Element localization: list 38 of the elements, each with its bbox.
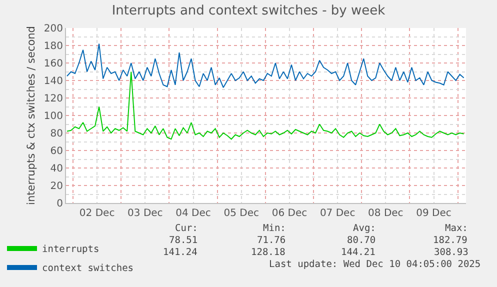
chart-title: Interrupts and context switches - by week: [112, 4, 386, 19]
text: Last update: Wed Dec 10 04:05:00 2025: [269, 259, 481, 270]
text: Min:: [263, 223, 286, 234]
text: 308.93: [434, 247, 468, 258]
text: Max:: [445, 223, 468, 234]
text: 128.18: [251, 247, 286, 258]
x-tick-label: 06 Dec: [272, 208, 308, 219]
y-tick-label: 80: [50, 128, 63, 140]
text: Avg:: [353, 223, 376, 234]
y-tick-label: 0: [56, 198, 63, 210]
legend-label: context switches: [42, 263, 134, 274]
text: 141.24: [163, 247, 198, 258]
line-series: [66, 71, 464, 140]
y-tick-label: 200: [44, 24, 63, 34]
line-series: [66, 43, 464, 88]
text: 144.21: [341, 247, 376, 258]
y-tick-label: 160: [44, 58, 63, 70]
text: 71.76: [257, 235, 286, 246]
y-tick-label: 20: [50, 181, 63, 192]
text: 80.70: [347, 235, 376, 246]
y-tick-label: 180: [44, 41, 63, 52]
y-axis-title: interrupts & ctx switches / second: [26, 26, 38, 205]
y-tick-label: 40: [50, 164, 63, 174]
legend-label: interrupts: [42, 244, 100, 256]
x-tick-label: 05 Dec: [224, 208, 260, 219]
text: Cur:: [175, 223, 198, 234]
text: 78.51: [169, 235, 198, 246]
x-tick-label: 09 Dec: [416, 208, 452, 219]
x-tick-label: 03 Dec: [128, 208, 163, 219]
y-tick-label: 140: [44, 76, 63, 87]
x-tick-label: 07 Dec: [320, 208, 356, 219]
y-tick-label: 60: [50, 146, 63, 157]
x-tick-label: 04 Dec: [176, 208, 211, 219]
y-tick-label: 120: [44, 94, 63, 104]
x-tick-label: 08 Dec: [368, 208, 404, 219]
x-tick-label: 02 Dec: [79, 208, 115, 219]
text: 182.79: [433, 235, 468, 246]
y-tick-label: 100: [44, 111, 63, 122]
